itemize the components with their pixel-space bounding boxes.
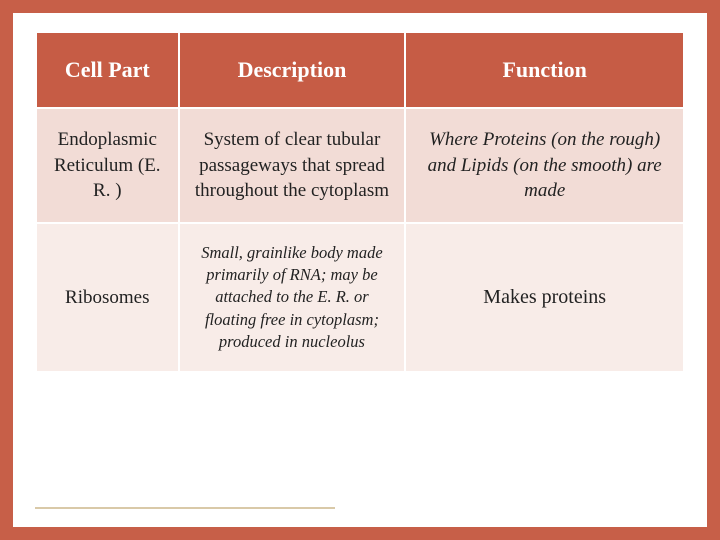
table-row: Ribosomes Small, grainlike body made pri… — [36, 223, 684, 372]
cell-part-name: Ribosomes — [36, 223, 179, 372]
cell-function: Where Proteins (on the rough) and Lipids… — [405, 108, 684, 223]
header-function: Function — [405, 32, 684, 108]
header-cell-part: Cell Part — [36, 32, 179, 108]
cell-parts-table: Cell Part Description Function Endoplasm… — [35, 31, 685, 373]
table-row: Endoplasmic Reticulum (E. R. ) System of… — [36, 108, 684, 223]
cell-description: System of clear tubular passageways that… — [179, 108, 406, 223]
cell-function: Makes proteins — [405, 223, 684, 372]
cell-part-name: Endoplasmic Reticulum (E. R. ) — [36, 108, 179, 223]
decorative-line — [35, 507, 335, 509]
header-description: Description — [179, 32, 406, 108]
table-header-row: Cell Part Description Function — [36, 32, 684, 108]
cell-description: Small, grainlike body made primarily of … — [179, 223, 406, 372]
slide: Cell Part Description Function Endoplasm… — [13, 13, 707, 527]
